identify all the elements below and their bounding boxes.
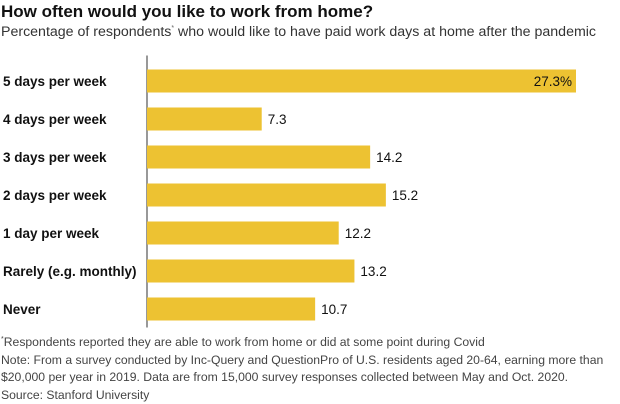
bar [147, 70, 576, 93]
source-line: Source: Stanford University [1, 387, 619, 404]
note-line-1: Note: From a survey conducted by Inc-Que… [1, 352, 619, 370]
value-label: 14.2 [376, 150, 402, 165]
bar [147, 184, 386, 207]
bar [147, 260, 354, 283]
value-label: 12.2 [345, 226, 371, 241]
category-label: 3 days per week [3, 150, 107, 165]
bar [147, 108, 262, 131]
category-label: Never [3, 302, 41, 317]
bar [147, 222, 339, 245]
category-label: 2 days per week [3, 188, 107, 203]
footnotes: *Respondents reported they are able to w… [1, 331, 619, 404]
category-label: Rarely (e.g. monthly) [3, 264, 137, 279]
value-label: 27.3% [534, 74, 572, 89]
bar [147, 146, 370, 169]
asterisk-footnote: *Respondents reported they are able to w… [1, 331, 619, 352]
value-label: 13.2 [360, 264, 386, 279]
bar [147, 298, 315, 321]
bar-chart: 5 days per week 27.3% 4 days per week 7.3 3 … [0, 0, 620, 330]
category-label: 4 days per week [3, 112, 107, 127]
category-label: 1 day per week [3, 226, 100, 241]
asterisk-footnote-text: Respondents reported they are able to wo… [4, 335, 485, 349]
value-label: 10.7 [321, 302, 347, 317]
value-label: 7.3 [268, 112, 287, 127]
category-label: 5 days per week [3, 74, 107, 89]
note-line-2: $20,000 per year in 2019. Data are from … [1, 369, 619, 387]
value-label: 15.2 [392, 188, 418, 203]
